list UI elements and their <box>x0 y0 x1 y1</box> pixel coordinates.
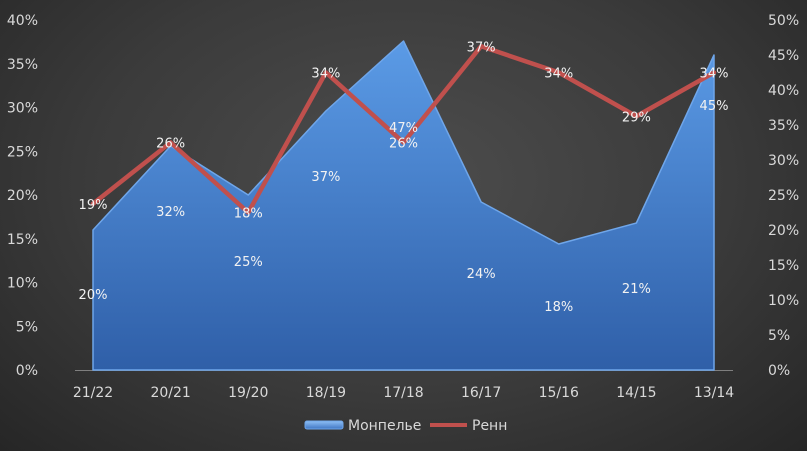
legend: Монпелье Ренн <box>304 418 507 434</box>
y-left-tick-label: 30% <box>7 101 38 117</box>
data-label-rennes: 34% <box>544 67 573 82</box>
y-right-tick-label: 15% <box>768 258 799 274</box>
y-right-tick-label: 35% <box>768 118 799 134</box>
y-right-tick-label: 5% <box>768 328 790 344</box>
data-label-montpellier: 45% <box>700 99 729 114</box>
data-label-montpellier: 32% <box>156 205 185 220</box>
legend-label-rennes: Ренн <box>472 418 507 434</box>
y-left-tick-label: 25% <box>7 144 38 160</box>
x-tick-label: 21/22 <box>73 385 113 401</box>
x-tick-label: 15/16 <box>539 385 579 401</box>
data-label-rennes: 19% <box>79 198 108 213</box>
y-right-tick-label: 50% <box>768 13 799 29</box>
data-label-montpellier: 18% <box>544 300 573 315</box>
data-label-montpellier: 20% <box>79 288 108 303</box>
data-labels-layer: 20% 32% 25% 37% 47% 24% 18% 21% 45% 19% 26% 18% 34% 2… <box>79 40 729 315</box>
y-right-tick-label: 45% <box>768 48 799 64</box>
y-right-tick-label: 10% <box>768 293 799 309</box>
line-layer <box>90 44 717 215</box>
data-label-rennes: 26% <box>156 137 185 152</box>
axes-layer: 0% 5% 10% 15% 20% 25% 30% 35% 40% 0% 5% 10% 15% 20% 25… <box>7 13 799 401</box>
x-tick-label: 17/18 <box>383 385 423 401</box>
y-right-tick-label: 25% <box>768 188 799 204</box>
data-label-montpellier: 21% <box>622 282 651 297</box>
x-tick-label: 14/15 <box>616 385 656 401</box>
y-right-tick-label: 0% <box>768 363 790 379</box>
y-left-tick-label: 10% <box>7 276 38 292</box>
y-right-tick-label: 40% <box>768 83 799 99</box>
y-right-tick-label: 30% <box>768 153 799 169</box>
y-left-tick-label: 5% <box>16 319 38 335</box>
area-layer <box>92 40 715 371</box>
data-label-montpellier: 25% <box>234 255 263 270</box>
legend-label-montpellier: Монпелье <box>348 418 421 434</box>
x-tick-label: 20/21 <box>150 385 190 401</box>
y-left-tick-label: 15% <box>7 232 38 248</box>
data-label-montpellier: 24% <box>467 267 496 282</box>
x-tick-label: 18/19 <box>306 385 346 401</box>
x-tick-label: 16/17 <box>461 385 501 401</box>
y-left-tick-label: 35% <box>7 57 38 73</box>
y-left-tick-label: 0% <box>16 363 38 379</box>
data-label-rennes: 18% <box>234 207 263 222</box>
series-montpellier-area <box>92 40 715 371</box>
legend-swatch-montpellier <box>304 420 344 430</box>
y-left-tick-label: 20% <box>7 188 38 204</box>
data-label-rennes: 26% <box>389 137 418 152</box>
x-tick-label: 19/20 <box>228 385 268 401</box>
data-label-montpellier: 47% <box>389 121 418 136</box>
data-label-montpellier: 37% <box>311 170 340 185</box>
data-label-rennes: 34% <box>700 67 729 82</box>
y-right-tick-label: 20% <box>768 223 799 239</box>
data-label-rennes: 34% <box>311 67 340 82</box>
x-tick-label: 13/14 <box>694 385 734 401</box>
data-label-rennes: 37% <box>467 40 496 55</box>
data-label-rennes: 29% <box>622 110 651 125</box>
y-left-tick-label: 40% <box>7 13 38 29</box>
